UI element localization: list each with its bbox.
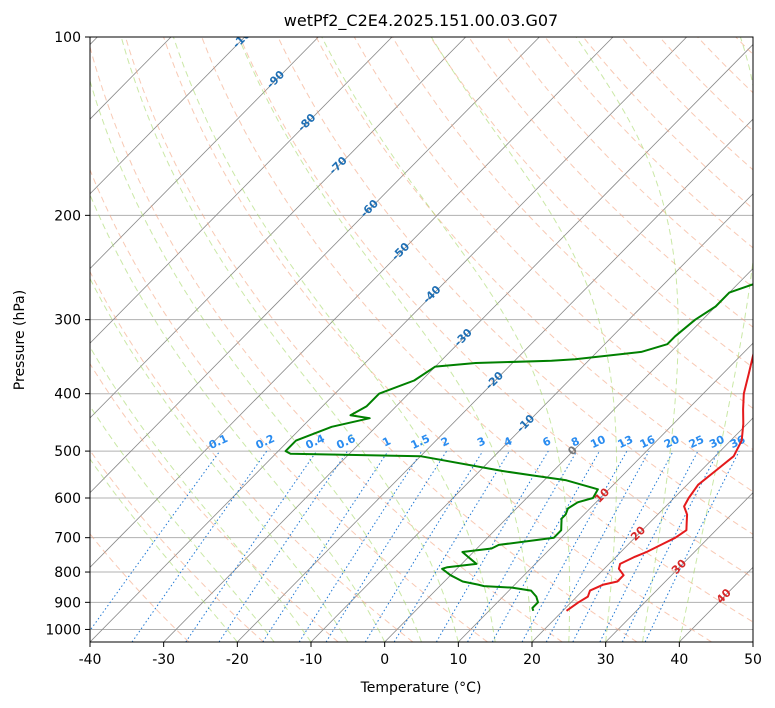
mixing-ratio-line (262, 450, 389, 642)
chart-title: wetPf2_C2E4.2025.151.00.03.G07 (284, 11, 558, 31)
dry-adiabat (544, 37, 753, 249)
dry-adiabat (392, 37, 753, 409)
isotherm-line (531, 417, 753, 642)
isotherm-line (237, 118, 753, 642)
mixing-ratio-label: 30 (707, 433, 727, 451)
mixing-ratio-label: 25 (687, 433, 706, 451)
y-tick-label: 900 (54, 595, 81, 611)
mixing-ratio-line (325, 450, 448, 642)
moist-adiabat (90, 277, 349, 642)
mixing-ratio-line (364, 450, 484, 642)
y-axis-title: Pressure (hPa) (12, 290, 28, 390)
x-tick-label: 10 (449, 652, 467, 668)
x-tick-label: -10 (300, 652, 323, 668)
y-tick-label: 100 (54, 30, 81, 46)
moist-adiabat (321, 37, 571, 642)
mixing-ratio-line (185, 450, 318, 642)
y-tick-label: 800 (54, 565, 81, 581)
moist-adiabat (90, 79, 422, 642)
mixing-ratio-label: 16 (638, 433, 658, 451)
dry-adiabat (90, 270, 414, 642)
isotherm-line (90, 37, 540, 494)
mixing-ratio-line (644, 450, 740, 642)
x-axis-title: Temperature (°C) (360, 680, 482, 696)
isotherm-line (90, 37, 393, 344)
dry-adiabat (163, 37, 712, 642)
moist-adiabat (90, 405, 275, 642)
isotherm-line (458, 342, 753, 642)
dry-adiabat (582, 37, 753, 210)
x-tick-label: 30 (597, 652, 615, 668)
x-tick-label: 20 (523, 652, 541, 668)
isotherm-line (90, 37, 614, 568)
x-tick-label: 40 (670, 652, 688, 668)
x-tick-label: 0 (380, 652, 389, 668)
mixing-ratio-line (521, 450, 628, 642)
isotherm-line (90, 37, 319, 270)
dry-adiabat (468, 37, 753, 328)
mixing-ratio-line (393, 450, 510, 642)
mixing-ratio-line (131, 450, 268, 642)
isotherm-line (605, 492, 753, 642)
dry-adiabat (90, 168, 488, 642)
mixing-ratio-line (621, 450, 719, 642)
dry-adiabat (125, 37, 638, 642)
mixing-ratio-label: 13 (616, 433, 635, 451)
y-tick-label: 500 (54, 444, 81, 460)
dry-adiabat (430, 37, 753, 369)
dry-adiabat (90, 45, 563, 642)
background-lines (90, 37, 753, 642)
x-tick-label: -30 (152, 652, 175, 668)
moist-adiabat (575, 37, 679, 642)
dry-adiabat (201, 37, 753, 623)
y-tick-label: 200 (54, 208, 81, 224)
dry-adiabat (90, 449, 264, 642)
profile-series (284, 283, 753, 612)
isotherm-line (384, 268, 753, 642)
mixing-ratio-line (491, 450, 600, 642)
dry-adiabat (353, 37, 753, 451)
y-tick-label: 700 (54, 531, 81, 547)
isotherm-line (90, 37, 687, 642)
y-tick-label: 600 (54, 491, 81, 507)
moist-adiabat (172, 37, 496, 642)
y-tick-label: 1000 (45, 622, 81, 638)
pressure-gridlines (90, 36, 753, 630)
mixing-ratio-label: 10 (588, 433, 608, 451)
mixing-ratio-line (545, 450, 650, 642)
moist-adiabat (90, 458, 238, 642)
isotherm-line (163, 43, 753, 642)
dry-adiabat (239, 37, 753, 579)
axes: -40 -30 -20 -10 0 10 20 30 40 50 100 200 300 400 500 60… (45, 30, 762, 668)
profile-line (284, 283, 753, 612)
plot-frame (89, 36, 754, 643)
x-tick-label: -40 (79, 652, 102, 668)
dry-adiabat (277, 37, 753, 535)
x-tick-label: -20 (226, 652, 249, 668)
isotherm-line (90, 37, 245, 195)
mixing-ratio-label: 20 (662, 433, 682, 451)
moist-adiabat (90, 193, 386, 642)
profile-line (565, 351, 753, 612)
x-tick-label: 50 (744, 652, 762, 668)
mixing-ratio-line (218, 450, 348, 642)
moist-adiabat (430, 37, 618, 642)
moist-adiabat (120, 37, 459, 642)
y-tick-label: 400 (54, 387, 81, 403)
mixing-ratio-line (298, 450, 423, 642)
y-tick-label: 300 (54, 313, 81, 329)
mixing-ratio-line (90, 450, 221, 632)
moist-adiabat (678, 37, 753, 642)
